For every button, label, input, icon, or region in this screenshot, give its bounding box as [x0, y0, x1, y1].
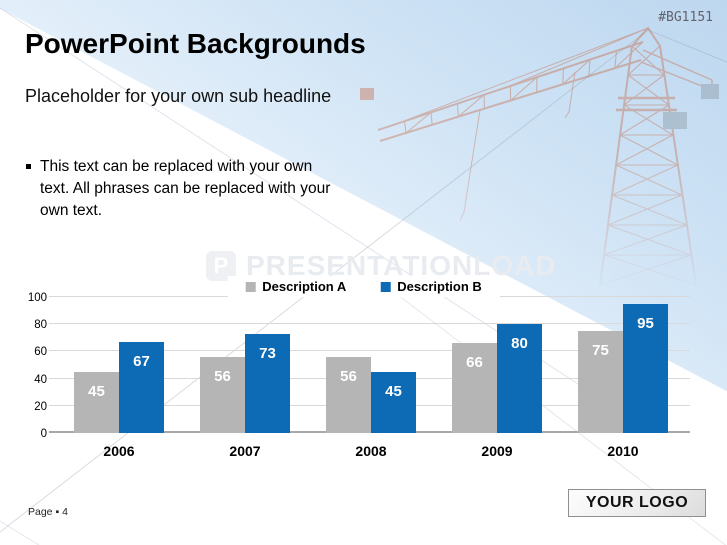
watermark: P PRESENTATIONLOAD: [206, 250, 557, 282]
bar-value-label: 56: [214, 367, 231, 385]
y-tick-label: 0: [40, 428, 47, 440]
bar-description-b-2007: 73: [245, 333, 290, 433]
bar-description-b-2010: 95: [623, 303, 668, 433]
bar-groups: 45 67 2006 56 73 2007 56 45 2008 66 80 2009 75 95 2010: [74, 297, 668, 459]
bar-group-2010: 75 95 2010: [578, 303, 668, 459]
legend-swatch-icon: [245, 281, 256, 292]
bar-group-2008: 56 45 2008: [326, 356, 416, 459]
template-ref-code: #BG1151: [658, 10, 713, 25]
bar-description-a-2010: 75: [578, 331, 623, 433]
legend-item: Description A: [245, 279, 346, 294]
legend-label: Description A: [262, 279, 347, 294]
category-label: 2007: [229, 443, 261, 459]
bar-description-a-2009: 66: [452, 343, 497, 433]
bar-value-label: 75: [592, 342, 609, 359]
bar-value-label: 56: [340, 367, 357, 385]
bar-group-2009: 66 80 2009: [452, 324, 542, 459]
legend-swatch-icon: [380, 281, 391, 292]
category-label: 2009: [481, 443, 513, 459]
slide-title: PowerPoint Backgrounds: [25, 28, 366, 59]
bar-group-2006: 45 67 2006: [74, 341, 164, 459]
bar-value-label: 45: [88, 382, 105, 400]
legend-label: Description B: [397, 279, 482, 294]
bar-description-a-2008: 56: [326, 356, 371, 433]
category-label: 2006: [103, 443, 135, 459]
y-tick-label: 60: [34, 346, 47, 359]
y-tick-label: 20: [34, 400, 47, 413]
y-tick-label: 100: [27, 292, 47, 304]
your-logo-label: YOUR LOGO: [585, 494, 689, 511]
watermark-text: PRESENTATIONLOAD: [246, 250, 557, 281]
bar-description-a-2007: 56: [200, 356, 245, 433]
page-number: Page ▪ 4: [28, 506, 68, 518]
bar-value-label: 45: [385, 382, 402, 400]
bar-value-label: 95: [637, 314, 654, 332]
bar-value-label: 80: [511, 335, 528, 353]
chart-legend: Description A Description B: [227, 276, 500, 297]
y-tick-label: 80: [34, 319, 47, 332]
category-label: 2010: [607, 443, 639, 459]
gridline: [49, 323, 690, 325]
bar-group-2007: 56 73 2007: [200, 333, 290, 459]
slide-subtitle: Placeholder for your own sub headline: [25, 86, 332, 106]
bar-description-b-2006: 67: [119, 341, 164, 433]
category-label: 2008: [355, 443, 387, 459]
bar-description-a-2006: 45: [74, 371, 119, 433]
bar-value-label: 66: [466, 354, 483, 372]
bar-description-b-2009: 80: [497, 324, 542, 433]
y-tick-label: 40: [34, 373, 47, 386]
legend-item: Description B: [380, 279, 482, 294]
presentationload-logo-icon: P: [206, 251, 236, 281]
your-logo-placeholder[interactable]: YOUR LOGO: [568, 489, 706, 517]
bar-description-b-2008: 45: [371, 371, 416, 433]
bullet-list: This text can be replaced with your own …: [26, 156, 336, 222]
bar-value-label: 67: [133, 352, 150, 370]
gridline: [49, 350, 690, 352]
bullet-item: This text can be replaced with your own …: [26, 156, 336, 222]
bar-value-label: 73: [259, 344, 276, 362]
chart-plot-area: 0 20 40 60 80 100 45 67 2006 56 73 2007 56 45 2008 66 80…: [28, 292, 690, 459]
